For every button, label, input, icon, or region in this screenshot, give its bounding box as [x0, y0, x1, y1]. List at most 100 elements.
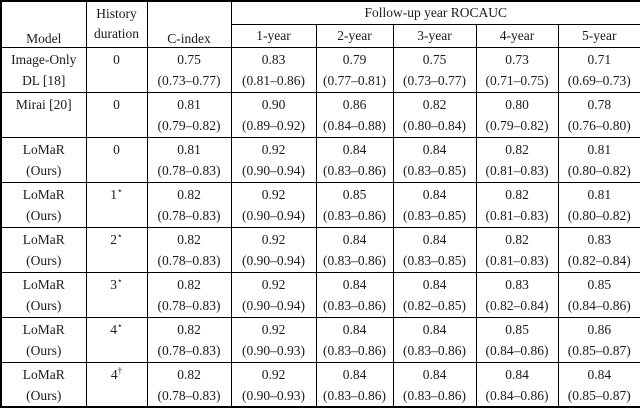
- rocauc-ci: (0.83–0.85): [403, 162, 466, 178]
- rocauc-cell-5-year: 0.84 (0.85–0.87): [557, 361, 640, 408]
- rocauc-ci: (0.83–0.85): [403, 207, 466, 223]
- table-row: Image-Only DL [18] 0 0.75 (0.73–0.77) 0.83 (0.…: [0, 46, 640, 93]
- rocauc-value: 0.92: [261, 141, 286, 157]
- rocauc-ci: (0.73–0.77): [403, 72, 466, 88]
- cindex-cell: 0.82 (0.78–0.83): [146, 226, 232, 273]
- rocauc-ci: (0.79–0.82): [485, 117, 549, 133]
- rocauc-value: 0.84: [422, 366, 447, 382]
- cindex-value: 0.82: [177, 186, 201, 202]
- rocauc-ci: (0.83–0.86): [403, 387, 466, 403]
- model-name-line1: LoMaR: [22, 231, 65, 247]
- model-name-line1: Image-Only: [11, 51, 77, 67]
- rocauc-value: 0.78: [587, 96, 612, 112]
- rocauc-ci: (0.80–0.82): [567, 207, 631, 223]
- cindex-ci: (0.79–0.82): [157, 117, 221, 133]
- rocauc-value: 0.82: [505, 141, 529, 157]
- rocauc-ci: (0.83–0.86): [403, 342, 466, 358]
- rocauc-ci: (0.81–0.83): [485, 162, 549, 178]
- cindex-cell: 0.81 (0.78–0.83): [146, 136, 232, 183]
- rocauc-cell-4-year: 0.82 (0.81–0.83): [475, 226, 559, 273]
- history-value: 0: [113, 96, 120, 112]
- rocauc-cell-5-year: 0.81 (0.80–0.82): [557, 181, 640, 228]
- rocauc-ci: (0.76–0.80): [567, 117, 631, 133]
- model-cell: LoMaR (Ours): [0, 316, 87, 363]
- rocauc-ci: (0.85–0.87): [567, 387, 631, 403]
- rocauc-cell-1-year: 0.92 (0.90–0.94): [230, 271, 317, 318]
- rocauc-value: 0.85: [505, 321, 529, 337]
- rocauc-value: 0.84: [422, 321, 447, 337]
- cindex-ci: (0.78–0.83): [157, 387, 221, 403]
- rocauc-ci: (0.90–0.94): [242, 252, 305, 268]
- cindex-ci: (0.73–0.77): [157, 72, 221, 88]
- rocauc-value: 0.84: [342, 141, 367, 157]
- history-duration-cell: 0: [85, 136, 148, 183]
- cindex-cell: 0.82 (0.78–0.83): [146, 316, 232, 363]
- cindex-cell: 0.82 (0.78–0.83): [146, 271, 232, 318]
- rocauc-value: 0.83: [261, 51, 286, 67]
- rocauc-cell-4-year: 0.85 (0.84–0.86): [475, 316, 559, 363]
- rocauc-cell-1-year: 0.92 (0.90–0.94): [230, 226, 317, 273]
- rocauc-cell-3-year: 0.84 (0.82–0.85): [392, 271, 477, 318]
- model-name-line2: (Ours): [26, 387, 62, 403]
- history-duration-cell: 0: [85, 91, 148, 138]
- rocauc-value: 0.79: [342, 51, 367, 67]
- rocauc-value: 0.81: [587, 186, 612, 202]
- rocauc-value: 0.83: [587, 231, 612, 247]
- rocauc-ci: (0.83–0.86): [323, 297, 386, 313]
- rocauc-cell-2-year: 0.84 (0.83–0.86): [315, 271, 394, 318]
- history-superscript-mark: ⋆: [117, 320, 123, 330]
- rocauc-cell-3-year: 0.82 (0.80–0.84): [392, 91, 477, 138]
- cindex-value: 0.81: [177, 96, 201, 112]
- table-header: Model History duration C-index Follow-up…: [0, 0, 640, 48]
- history-duration-cell: 4⋆: [85, 316, 148, 363]
- rocauc-cell-2-year: 0.84 (0.83–0.86): [315, 226, 394, 273]
- rocauc-value: 0.80: [505, 96, 529, 112]
- rocauc-value: 0.84: [587, 366, 612, 382]
- rocauc-ci: (0.90–0.93): [242, 342, 305, 358]
- rocauc-cell-4-year: 0.82 (0.81–0.83): [475, 136, 559, 183]
- cindex-ci: (0.78–0.83): [157, 342, 221, 358]
- col-header-4-year: 4-year: [475, 23, 559, 48]
- history-superscript-mark: ⋆: [117, 230, 123, 240]
- rocauc-ci: (0.84–0.86): [567, 297, 631, 313]
- rocauc-cell-5-year: 0.85 (0.84–0.86): [557, 271, 640, 318]
- rocauc-ci: (0.81–0.83): [485, 207, 549, 223]
- model-cell: LoMaR (Ours): [0, 181, 87, 228]
- rocauc-cell-1-year: 0.92 (0.90–0.93): [230, 361, 317, 408]
- col-header-history-duration: History duration: [85, 0, 148, 48]
- rocauc-cell-2-year: 0.84 (0.83–0.86): [315, 361, 394, 408]
- model-cell: Mirai [20]: [0, 91, 87, 138]
- rocauc-value: 0.84: [422, 231, 447, 247]
- rocauc-cell-3-year: 0.84 (0.83–0.85): [392, 226, 477, 273]
- rocauc-ci: (0.81–0.83): [485, 252, 549, 268]
- model-name-line1: LoMaR: [22, 186, 65, 202]
- model-name-line1: LoMaR: [22, 321, 65, 337]
- rocauc-cell-1-year: 0.83 (0.81–0.86): [230, 46, 317, 93]
- history-value: 1: [110, 186, 118, 202]
- rocauc-value: 0.84: [342, 321, 367, 337]
- rocauc-ci: (0.90–0.94): [242, 207, 305, 223]
- rocauc-ci: (0.84–0.88): [323, 117, 386, 133]
- model-name-line2: (Ours): [26, 297, 62, 313]
- rocauc-ci: (0.83–0.86): [323, 342, 386, 358]
- rocauc-ci: (0.80–0.84): [403, 117, 466, 133]
- history-superscript-mark: ⋆: [117, 275, 123, 285]
- cindex-value: 0.75: [177, 51, 201, 67]
- model-cell: LoMaR (Ours): [0, 226, 87, 273]
- rocauc-cell-3-year: 0.84 (0.83–0.85): [392, 136, 477, 183]
- model-name-line2: (Ours): [26, 342, 62, 358]
- rocauc-value: 0.84: [422, 186, 447, 202]
- table-row: LoMaR (Ours) 4⋆ 0.82 (0.78–0.83) 0.92 (0.90–0.…: [0, 316, 640, 363]
- rocauc-value: 0.73: [505, 51, 529, 67]
- rocauc-cell-3-year: 0.75 (0.73–0.77): [392, 46, 477, 93]
- rocauc-cell-5-year: 0.83 (0.82–0.84): [557, 226, 640, 273]
- rocauc-ci: (0.90–0.94): [242, 297, 305, 313]
- rocauc-value: 0.82: [505, 231, 529, 247]
- cindex-ci: (0.78–0.83): [157, 297, 221, 313]
- rocauc-value: 0.92: [261, 231, 286, 247]
- rocauc-value: 0.71: [587, 51, 612, 67]
- rocauc-ci: (0.89–0.92): [242, 117, 305, 133]
- history-value: 0: [113, 141, 120, 157]
- cindex-ci: (0.78–0.83): [157, 252, 221, 268]
- col-header-5-year: 5-year: [557, 23, 640, 48]
